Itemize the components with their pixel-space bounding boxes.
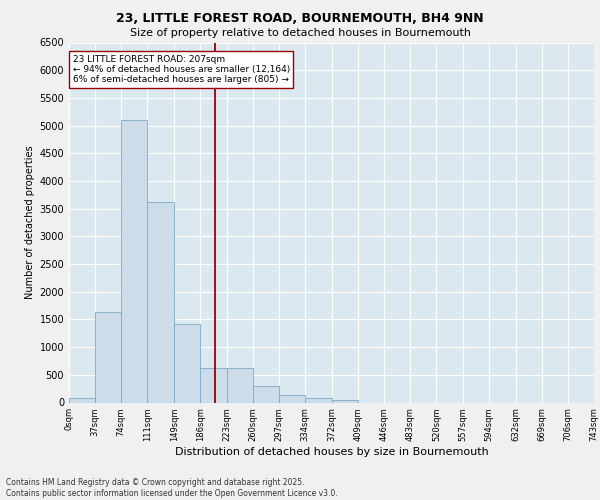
Bar bbox=[95, 312, 121, 402]
Bar bbox=[279, 394, 305, 402]
Y-axis label: Number of detached properties: Number of detached properties bbox=[25, 146, 35, 300]
Bar bbox=[305, 398, 332, 402]
Bar bbox=[332, 400, 358, 402]
Bar bbox=[69, 398, 95, 402]
Bar bbox=[174, 324, 200, 402]
Text: Contains HM Land Registry data © Crown copyright and database right 2025.
Contai: Contains HM Land Registry data © Crown c… bbox=[6, 478, 338, 498]
Bar bbox=[200, 368, 227, 402]
Bar bbox=[227, 368, 253, 402]
Bar bbox=[253, 386, 279, 402]
X-axis label: Distribution of detached houses by size in Bournemouth: Distribution of detached houses by size … bbox=[175, 447, 488, 457]
Bar bbox=[148, 202, 174, 402]
Text: 23 LITTLE FOREST ROAD: 207sqm
← 94% of detached houses are smaller (12,164)
6% o: 23 LITTLE FOREST ROAD: 207sqm ← 94% of d… bbox=[73, 54, 290, 84]
Bar bbox=[121, 120, 148, 403]
Text: Size of property relative to detached houses in Bournemouth: Size of property relative to detached ho… bbox=[130, 28, 470, 38]
Text: 23, LITTLE FOREST ROAD, BOURNEMOUTH, BH4 9NN: 23, LITTLE FOREST ROAD, BOURNEMOUTH, BH4… bbox=[116, 12, 484, 26]
